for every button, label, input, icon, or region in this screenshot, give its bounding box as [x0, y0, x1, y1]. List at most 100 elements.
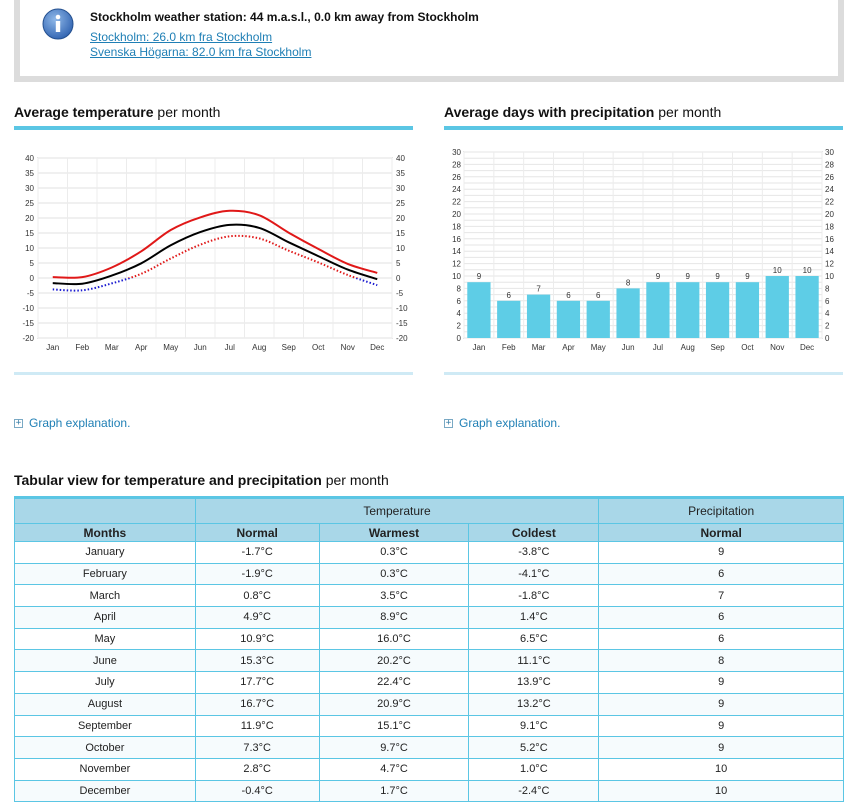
y-tick-label-left: 0: [457, 334, 462, 343]
precip-bar: [556, 300, 581, 338]
expand-icon: +: [444, 417, 453, 428]
x-tick-label: Mar: [532, 343, 546, 352]
table-row: December -0.4°C 1.7°C -2.4°C 10: [14, 779, 844, 803]
y-tick-label-left: -15: [22, 319, 34, 328]
cell-warmest-temp: 3.5°C: [318, 584, 470, 608]
cell-precip-days: 7: [598, 584, 844, 608]
cell-normal-temp: 0.8°C: [194, 584, 320, 608]
precip-bar: [705, 282, 730, 338]
y-tick-label-left: 28: [452, 160, 461, 169]
y-tick-label-right: 20: [396, 214, 405, 223]
section-title-rest: per month: [153, 104, 221, 120]
normal-temp-line: [52, 223, 378, 286]
y-tick-label-right: 15: [396, 229, 405, 238]
x-tick-label: Feb: [75, 343, 89, 352]
y-tick-label-left: 20: [25, 214, 34, 223]
cell-month: September: [14, 714, 196, 738]
y-tick-label-right: 40: [396, 154, 405, 163]
cell-precip-days: 9: [598, 541, 844, 564]
cell-warmest-temp: 8.9°C: [318, 606, 470, 629]
table-row: April 4.9°C 8.9°C 1.4°C 6: [14, 606, 844, 629]
bar-data-label: 10: [803, 266, 812, 275]
x-tick-label: Oct: [741, 343, 754, 352]
precip-bar: [795, 276, 819, 338]
table-row: September 11.9°C 15.1°C 9.1°C 9: [14, 714, 844, 738]
cell-warmest-temp: 0.3°C: [318, 562, 470, 586]
precip-bar: [616, 288, 640, 338]
cell-coldest-temp: 13.2°C: [468, 692, 600, 716]
y-tick-label-left: 25: [25, 199, 34, 208]
table-section-title: Tabular view for temperature and precipi…: [14, 472, 844, 488]
cell-warmest-temp: 16.0°C: [318, 627, 470, 651]
cell-warmest-temp: 22.4°C: [318, 671, 470, 694]
bar-data-label: 6: [596, 291, 601, 300]
column-header-months: Months: [14, 523, 196, 542]
y-tick-label-left: 14: [452, 247, 461, 256]
y-tick-label-right: -10: [396, 304, 408, 313]
y-tick-label-left: 35: [25, 169, 34, 178]
cell-precip-days: 10: [598, 757, 844, 781]
graph-explanation-link[interactable]: + Graph explanation.: [444, 416, 560, 430]
y-tick-label-right: 10: [825, 272, 834, 281]
y-tick-label-left: 0: [30, 274, 35, 283]
bar-data-label: 9: [745, 272, 750, 281]
x-tick-label: Aug: [681, 343, 695, 352]
y-tick-label-right: -20: [396, 334, 408, 343]
nearby-station-link[interactable]: Svenska Högarna: 82.0 km fra Stockholm: [90, 45, 312, 59]
cell-warmest-temp: 20.2°C: [318, 649, 470, 673]
x-tick-label: Apr: [562, 343, 575, 352]
y-tick-label-left: 2: [457, 322, 462, 331]
temperature-chart: -20 -20 -15 -15 -10 -10 -5 -5 0 0 5 5 10 10 15 15 20 20 25…: [22, 154, 408, 352]
temperature-group-header: Temperature: [194, 497, 600, 524]
table-row: July 17.7°C 22.4°C 13.9°C 9: [14, 671, 844, 694]
nearby-station-link[interactable]: Stockholm: 26.0 km fra Stockholm: [90, 30, 273, 44]
y-tick-label-right: 10: [396, 244, 405, 253]
y-tick-label-left: 20: [452, 210, 461, 219]
y-tick-label-left: 40: [25, 154, 34, 163]
y-tick-label-right: 26: [825, 173, 834, 182]
y-tick-label-left: 10: [452, 272, 461, 281]
station-title: Stockholm weather station: 44 m.a.s.l., …: [90, 10, 479, 24]
y-tick-label-right: 35: [396, 169, 405, 178]
cell-normal-temp: -1.7°C: [194, 541, 320, 564]
warmest-temp-line: [52, 209, 378, 279]
cell-coldest-temp: -2.4°C: [468, 779, 600, 803]
cell-precip-days: 9: [598, 736, 844, 759]
y-tick-label-left: 10: [25, 244, 34, 253]
cell-coldest-temp: 6.5°C: [468, 627, 600, 651]
y-tick-label-left: 22: [452, 198, 461, 207]
y-tick-label-right: 18: [825, 222, 834, 231]
precip-bar: [497, 300, 521, 338]
graph-explanation-label: Graph explanation.: [459, 416, 561, 430]
table-row: August 16.7°C 20.9°C 13.2°C 9: [14, 692, 844, 716]
cell-normal-temp: -1.9°C: [194, 562, 320, 586]
y-tick-label-right: 16: [825, 235, 834, 244]
column-header-warmest: Warmest: [318, 523, 470, 542]
cell-precip-days: 8: [598, 649, 844, 673]
chart-divider: [444, 372, 843, 375]
cell-normal-temp: 4.9°C: [194, 606, 320, 629]
y-tick-label-left: 4: [457, 309, 462, 318]
precip-bar: [586, 300, 610, 338]
y-tick-label-right: 20: [825, 210, 834, 219]
section-title-bold: Average temperature: [14, 104, 154, 120]
x-tick-label: Oct: [312, 343, 325, 352]
x-tick-label: Feb: [502, 343, 516, 352]
cell-warmest-temp: 20.9°C: [318, 692, 470, 716]
cell-warmest-temp: 1.7°C: [318, 779, 470, 803]
precip-bar: [765, 276, 789, 338]
cell-warmest-temp: 4.7°C: [318, 757, 470, 781]
cell-month: November: [14, 757, 196, 781]
graph-explanation-link[interactable]: + Graph explanation.: [14, 416, 130, 430]
cell-normal-temp: 7.3°C: [194, 736, 320, 759]
y-tick-label-left: -5: [27, 289, 35, 298]
cell-coldest-temp: 13.9°C: [468, 671, 600, 694]
expand-icon: +: [14, 417, 23, 428]
x-tick-label: Dec: [800, 343, 814, 352]
cell-precip-days: 9: [598, 671, 844, 694]
bar-data-label: 10: [773, 266, 782, 275]
cell-precip-days: 6: [598, 606, 844, 629]
y-tick-label-left: 26: [452, 173, 461, 182]
y-tick-label-left: 12: [452, 260, 461, 269]
table-row: May 10.9°C 16.0°C 6.5°C 6: [14, 627, 844, 651]
